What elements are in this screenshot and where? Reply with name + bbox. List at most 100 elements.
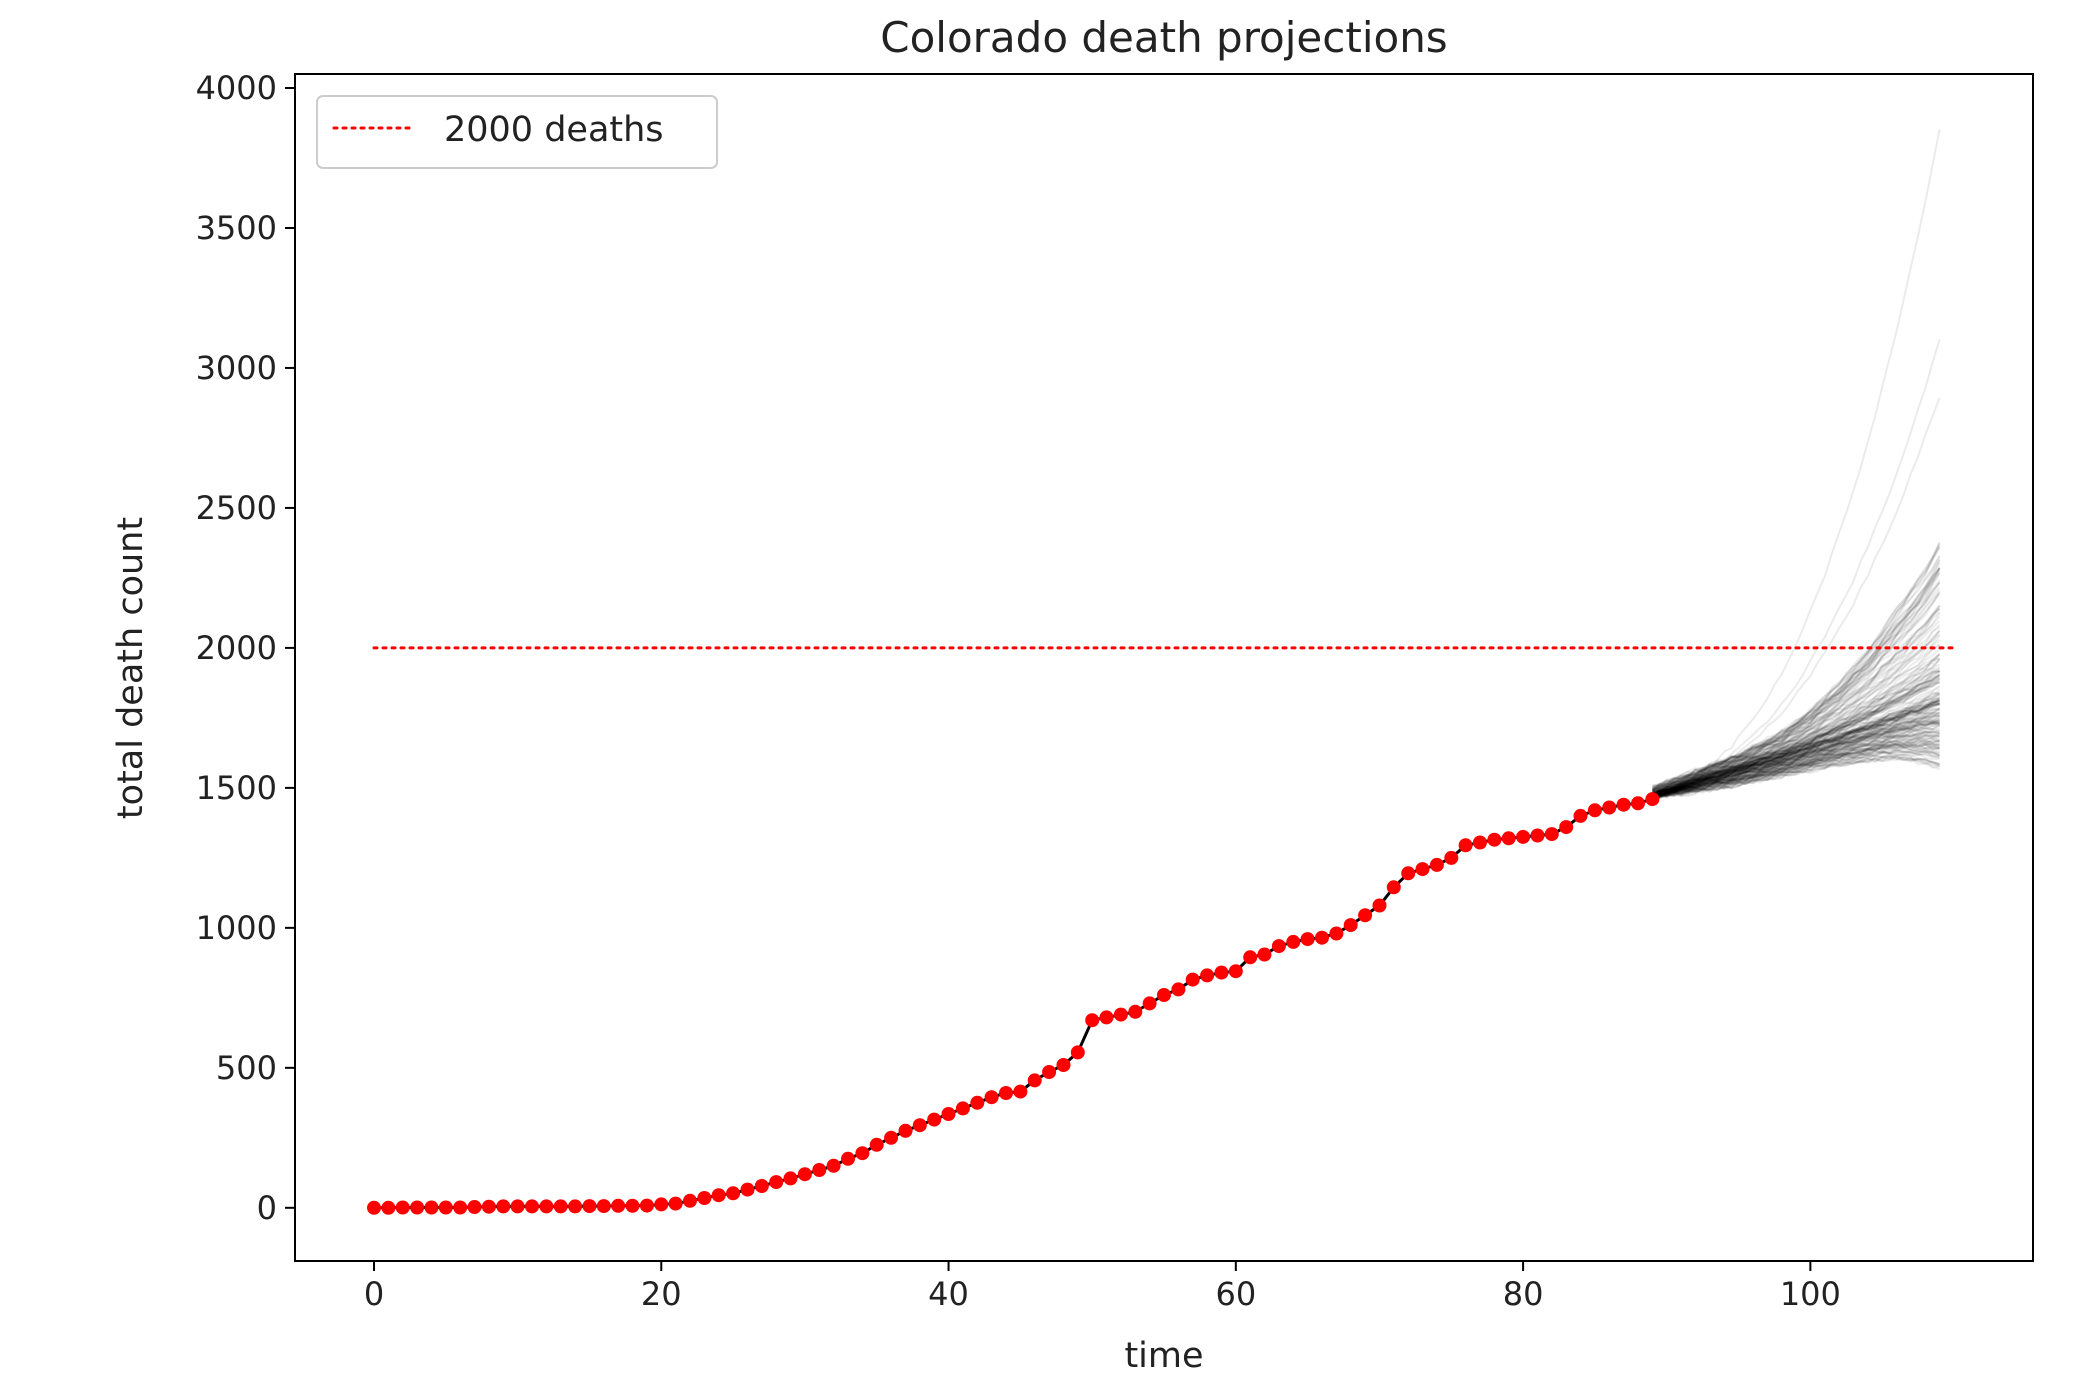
- observed-point: [1157, 988, 1171, 1002]
- observed-point: [1013, 1084, 1028, 1099]
- projection-trajectory: [1652, 720, 1940, 795]
- observed-point: [1616, 797, 1631, 812]
- projection-trajectory: [1652, 730, 1940, 798]
- observed-point: [1329, 926, 1344, 941]
- observed-point: [1300, 932, 1315, 947]
- projection-trajectory: [1652, 541, 1941, 787]
- y-tick-label: 3000: [196, 349, 277, 387]
- projection-outlier-trajectory: [1652, 339, 1941, 796]
- projection-trajectory: [1652, 735, 1940, 797]
- projection-trajectory: [1651, 714, 1940, 799]
- observed-point: [740, 1182, 755, 1197]
- observed-point: [955, 1101, 970, 1116]
- projection-trajectory: [1652, 703, 1941, 800]
- projection-trajectory: [1652, 755, 1940, 798]
- projection-trajectory: [1651, 724, 1941, 800]
- projection-trajectory: [1652, 732, 1940, 797]
- projection-trajectory: [1652, 754, 1940, 798]
- observed-point: [1243, 950, 1258, 965]
- projection-trajectory: [1652, 700, 1940, 796]
- projection-trajectory: [1651, 720, 1940, 799]
- projection-trajectory: [1652, 748, 1940, 794]
- projection-trajectory: [1651, 543, 1941, 790]
- projection-trajectory: [1652, 581, 1941, 789]
- projection-trajectory: [1652, 755, 1940, 800]
- projection-trajectory: [1652, 620, 1941, 797]
- observed-point: [783, 1171, 798, 1186]
- x-tick-label: 100: [1780, 1275, 1841, 1313]
- projection-trajectory: [1652, 717, 1940, 797]
- projection-trajectory: [1651, 698, 1941, 798]
- observed-point: [1343, 918, 1358, 933]
- observed-point: [999, 1086, 1013, 1100]
- observed-point: [683, 1193, 697, 1208]
- projection-trajectory: [1651, 699, 1940, 796]
- projection-trajectory: [1652, 755, 1940, 800]
- y-tick-label: 2500: [196, 489, 277, 527]
- observed-point: [1315, 930, 1329, 945]
- projection-trajectory: [1652, 727, 1940, 795]
- projection-trajectory: [1651, 739, 1940, 798]
- projection-trajectory: [1652, 708, 1940, 797]
- projection-trajectory: [1652, 675, 1940, 799]
- projection-trajectory: [1652, 711, 1940, 795]
- projection-trajectory: [1651, 714, 1940, 799]
- projection-trajectory: [1651, 582, 1941, 794]
- y-tick-label: 1500: [196, 769, 277, 807]
- projection-trajectory: [1652, 605, 1941, 796]
- plot-frame: [294, 73, 2034, 1262]
- projection-trajectory: [1652, 729, 1940, 798]
- observed-point: [582, 1199, 597, 1214]
- projection-trajectory: [1652, 712, 1940, 798]
- observed-point: [1056, 1058, 1071, 1072]
- observed-point: [1271, 939, 1286, 954]
- projection-trajectory: [1652, 694, 1941, 796]
- projection-trajectory: [1652, 720, 1940, 795]
- projection-trajectory: [1652, 673, 1941, 795]
- observed-point: [1631, 796, 1645, 811]
- observed-point: [1530, 828, 1545, 843]
- projection-trajectory: [1652, 710, 1941, 800]
- projection-trajectory: [1651, 671, 1941, 796]
- observed-point: [625, 1198, 640, 1213]
- projection-trajectory: [1652, 629, 1941, 793]
- projection-trajectory: [1652, 676, 1941, 797]
- projection-trajectory: [1652, 742, 1940, 798]
- projection-trajectory: [1651, 698, 1941, 799]
- projection-trajectory: [1651, 669, 1941, 798]
- observed-point: [754, 1179, 769, 1193]
- observed-point: [1444, 850, 1459, 865]
- projection-trajectory: [1652, 707, 1941, 798]
- projection-trajectory: [1652, 586, 1941, 793]
- projection-trajectory: [1651, 702, 1941, 798]
- projection-trajectory: [1652, 742, 1941, 800]
- projection-trajectory: [1652, 691, 1940, 796]
- observed-point: [438, 1200, 453, 1215]
- projection-trajectory: [1652, 624, 1941, 793]
- projection-trajectory: [1651, 714, 1940, 800]
- observed-point: [611, 1198, 626, 1213]
- projection-trajectory: [1651, 745, 1940, 798]
- projection-trajectory: [1652, 680, 1940, 794]
- observed-point: [1142, 996, 1157, 1011]
- projection-trajectory: [1651, 608, 1941, 793]
- projection-trajectory: [1652, 738, 1940, 796]
- projection-trajectory: [1652, 711, 1940, 799]
- projection-trajectory: [1651, 691, 1941, 796]
- observed-series: [367, 792, 1660, 1215]
- projection-trajectory: [1652, 734, 1940, 801]
- observed-point: [1473, 835, 1487, 850]
- projection-trajectory: [1652, 715, 1940, 795]
- projection-trajectory: [1651, 744, 1940, 801]
- observed-point: [912, 1118, 927, 1133]
- observed-point: [1128, 1004, 1143, 1019]
- projection-trajectory: [1651, 677, 1941, 794]
- projection-trajectory: [1652, 681, 1941, 797]
- projection-trajectory: [1652, 673, 1941, 797]
- y-tick-label: 2000: [196, 629, 277, 667]
- projection-trajectory: [1651, 693, 1940, 798]
- projection-trajectory: [1652, 653, 1941, 795]
- projection-trajectory: [1652, 721, 1940, 799]
- observed-point: [525, 1199, 539, 1214]
- observed-point: [1429, 857, 1444, 872]
